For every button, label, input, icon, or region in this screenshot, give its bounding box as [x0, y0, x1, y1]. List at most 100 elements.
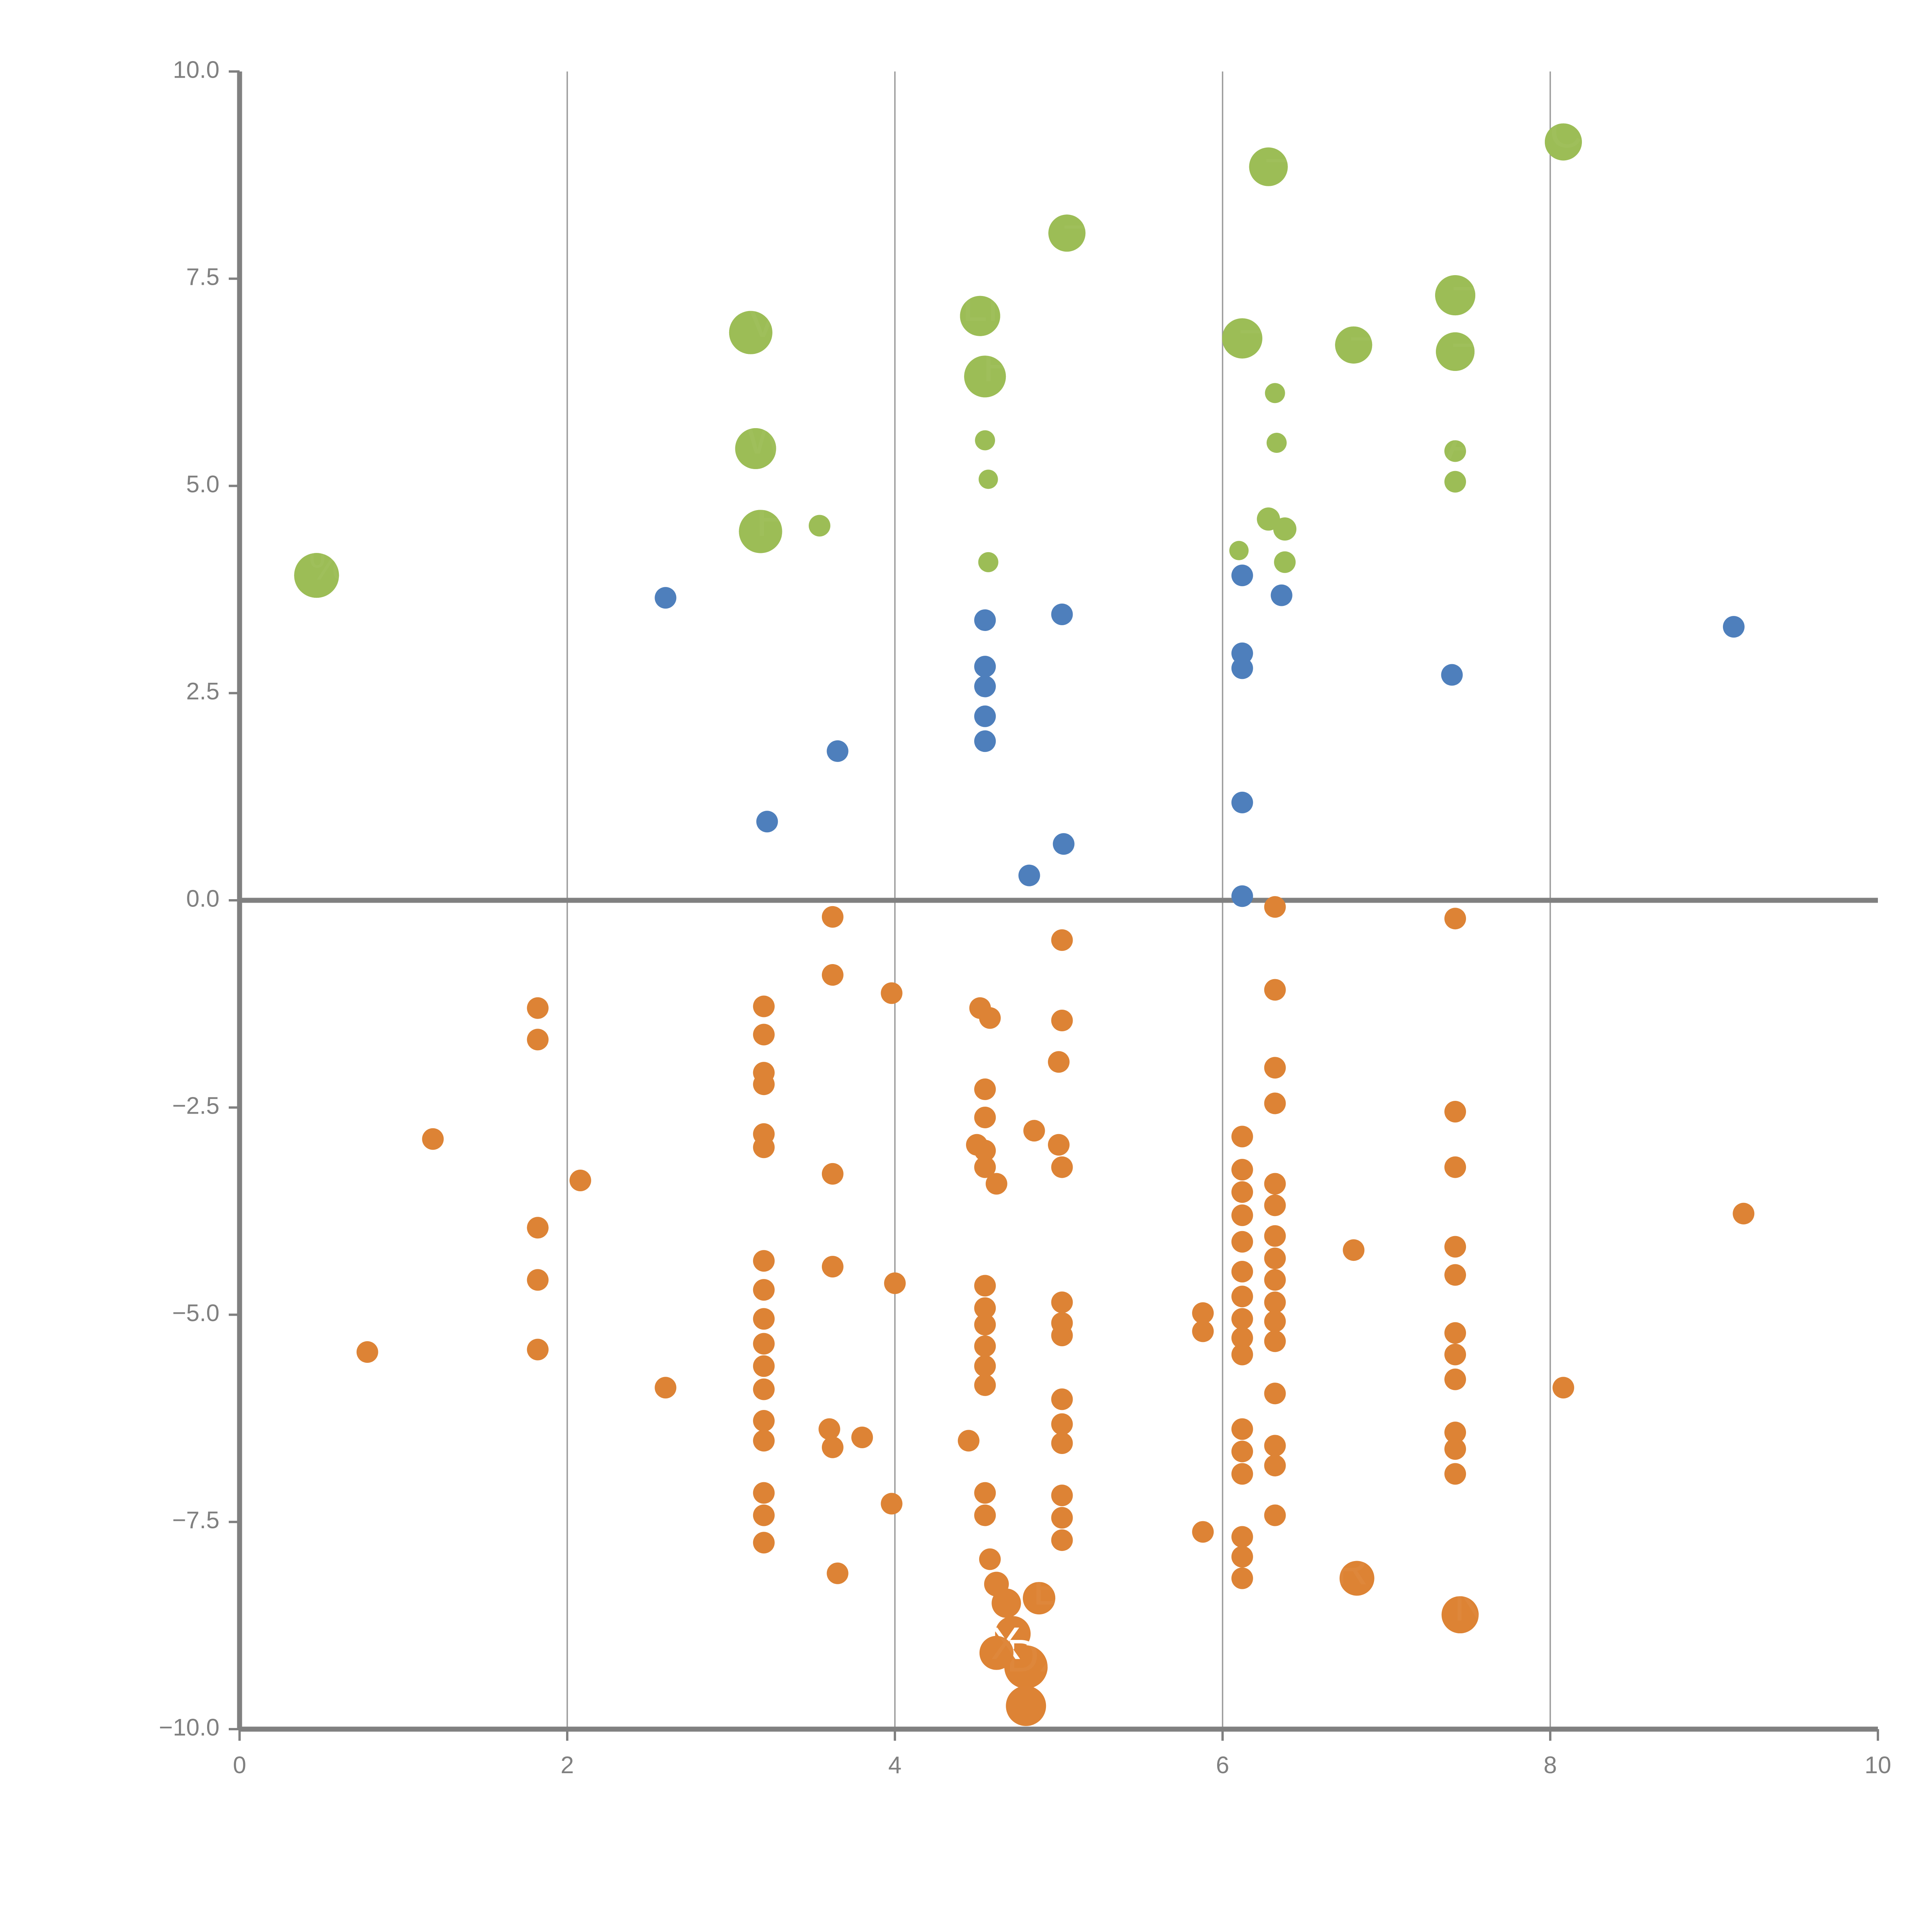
data-point[interactable]	[1444, 1368, 1466, 1390]
data-point[interactable]	[1264, 1225, 1286, 1247]
data-point[interactable]	[527, 1338, 549, 1361]
data-point[interactable]	[1051, 1291, 1073, 1313]
data-point[interactable]	[527, 1269, 549, 1291]
data-point[interactable]	[1264, 1291, 1286, 1313]
data-point[interactable]	[851, 1426, 873, 1448]
data-point[interactable]	[753, 1333, 775, 1355]
data-point[interactable]	[756, 811, 778, 833]
data-point[interactable]	[1231, 1463, 1253, 1485]
data-point[interactable]	[1231, 1344, 1253, 1366]
series-orange-points[interactable]: DXXBRVN	[356, 896, 1755, 1726]
data-point[interactable]	[978, 552, 998, 572]
data-point[interactable]	[821, 1256, 844, 1278]
data-point[interactable]	[1023, 1120, 1045, 1142]
data-point[interactable]	[527, 997, 549, 1019]
data-point[interactable]	[569, 1170, 591, 1192]
data-point[interactable]	[1192, 1521, 1214, 1543]
data-point[interactable]	[1444, 1438, 1466, 1460]
data-point[interactable]	[1264, 1173, 1286, 1195]
data-point[interactable]	[1274, 551, 1296, 573]
data-point[interactable]	[821, 906, 844, 928]
data-point[interactable]	[655, 1377, 677, 1399]
data-point[interactable]	[884, 1272, 906, 1294]
data-point[interactable]	[1264, 1504, 1286, 1526]
data-point[interactable]	[1273, 517, 1297, 541]
data-point[interactable]	[1051, 1485, 1073, 1507]
data-point[interactable]	[1231, 1327, 1253, 1349]
data-point[interactable]	[881, 1493, 903, 1515]
data-point[interactable]	[1231, 1526, 1253, 1548]
data-point[interactable]	[1231, 1546, 1253, 1568]
data-point[interactable]	[753, 1430, 775, 1452]
data-point[interactable]	[1051, 1413, 1073, 1435]
data-point[interactable]	[753, 1308, 775, 1330]
data-point[interactable]	[1444, 1264, 1466, 1286]
data-point[interactable]	[1264, 896, 1286, 918]
data-point[interactable]	[978, 469, 998, 489]
data-point[interactable]	[1444, 1156, 1466, 1178]
data-point[interactable]	[827, 1562, 849, 1584]
data-point[interactable]	[821, 1436, 844, 1458]
data-point[interactable]	[975, 430, 995, 451]
data-point[interactable]	[1051, 1529, 1073, 1551]
data-point[interactable]	[974, 705, 996, 727]
data-point[interactable]	[827, 740, 849, 762]
data-point[interactable]	[1231, 565, 1253, 587]
data-point[interactable]	[1444, 1422, 1466, 1444]
data-point[interactable]	[1192, 1320, 1214, 1342]
data-point[interactable]	[1264, 1454, 1286, 1476]
data-point[interactable]	[821, 1163, 844, 1185]
data-point[interactable]	[1264, 1435, 1286, 1457]
data-point[interactable]	[753, 1279, 775, 1301]
data-point[interactable]	[1231, 1231, 1253, 1253]
data-point[interactable]	[1051, 1432, 1073, 1454]
data-point[interactable]	[1264, 1057, 1286, 1079]
data-point[interactable]	[1053, 833, 1075, 855]
data-point[interactable]	[1051, 1156, 1073, 1178]
data-point[interactable]	[1231, 1260, 1253, 1282]
data-point[interactable]	[1231, 1418, 1253, 1440]
data-point[interactable]	[356, 1341, 378, 1363]
data-point[interactable]	[1231, 791, 1253, 813]
data-point[interactable]	[1264, 1330, 1286, 1352]
data-point[interactable]	[1264, 1247, 1286, 1269]
data-point[interactable]	[957, 1430, 980, 1452]
data-point[interactable]	[1264, 1383, 1286, 1405]
data-point[interactable]	[753, 1504, 775, 1526]
data-point[interactable]	[974, 1156, 996, 1178]
data-point[interactable]	[974, 1139, 996, 1162]
data-point[interactable]	[1441, 664, 1463, 686]
data-point[interactable]	[1266, 432, 1287, 453]
data-point[interactable]	[985, 1173, 1007, 1195]
data-point[interactable]	[753, 1482, 775, 1504]
data-point[interactable]	[753, 1378, 775, 1400]
data-point[interactable]	[1229, 541, 1249, 560]
data-point[interactable]	[992, 1588, 1021, 1618]
data-point[interactable]	[974, 1078, 996, 1100]
data-point[interactable]	[1444, 1344, 1466, 1366]
data-point[interactable]	[1051, 929, 1073, 951]
data-point[interactable]	[1444, 1100, 1466, 1122]
series-green-points[interactable]: %VWHLNF––––––AC-	[294, 107, 1598, 598]
data-point[interactable]	[1444, 1322, 1466, 1344]
data-point[interactable]	[974, 656, 996, 678]
data-point[interactable]	[974, 1275, 996, 1297]
data-point[interactable]	[818, 1418, 840, 1440]
data-point[interactable]	[1231, 1440, 1253, 1463]
data-point[interactable]	[1265, 383, 1285, 403]
data-point[interactable]	[1733, 1202, 1755, 1225]
data-point[interactable]	[1723, 616, 1745, 638]
data-point[interactable]	[1264, 1269, 1286, 1291]
data-point[interactable]	[1444, 1236, 1466, 1258]
data-point[interactable]	[1552, 1377, 1574, 1399]
data-point[interactable]	[1231, 642, 1253, 664]
data-point[interactable]	[974, 1482, 996, 1504]
data-point[interactable]	[1264, 1194, 1286, 1216]
data-point[interactable]	[753, 1355, 775, 1377]
data-point[interactable]	[527, 1029, 549, 1051]
data-point[interactable]	[974, 609, 996, 631]
series-blue-points[interactable]	[655, 565, 1745, 907]
data-point[interactable]	[422, 1128, 444, 1150]
data-point[interactable]	[1231, 1567, 1253, 1589]
data-point[interactable]	[1006, 1685, 1046, 1726]
